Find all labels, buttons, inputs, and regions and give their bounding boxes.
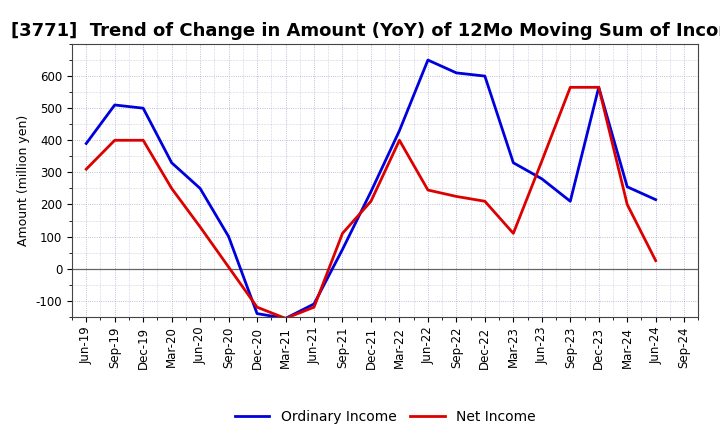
Net Income	[225, 264, 233, 270]
Ordinary Income	[395, 128, 404, 133]
Ordinary Income	[423, 57, 432, 62]
Ordinary Income	[82, 141, 91, 146]
Ordinary Income	[338, 247, 347, 252]
Ordinary Income	[167, 160, 176, 165]
Ordinary Income	[480, 73, 489, 79]
Ordinary Income	[139, 106, 148, 111]
Net Income	[566, 84, 575, 90]
Net Income	[537, 158, 546, 164]
Net Income	[139, 138, 148, 143]
Net Income	[652, 258, 660, 263]
Y-axis label: Amount (million yen): Amount (million yen)	[17, 115, 30, 246]
Ordinary Income	[110, 103, 119, 108]
Ordinary Income	[452, 70, 461, 76]
Ordinary Income	[310, 301, 318, 307]
Net Income	[282, 316, 290, 321]
Ordinary Income	[566, 198, 575, 204]
Ordinary Income	[623, 184, 631, 190]
Line: Ordinary Income: Ordinary Income	[86, 60, 656, 319]
Net Income	[423, 187, 432, 193]
Ordinary Income	[537, 176, 546, 181]
Ordinary Income	[225, 234, 233, 239]
Net Income	[338, 231, 347, 236]
Ordinary Income	[282, 316, 290, 321]
Ordinary Income	[196, 186, 204, 191]
Net Income	[480, 198, 489, 204]
Net Income	[110, 138, 119, 143]
Net Income	[395, 138, 404, 143]
Net Income	[253, 304, 261, 310]
Net Income	[167, 186, 176, 191]
Net Income	[366, 198, 375, 204]
Ordinary Income	[509, 160, 518, 165]
Legend: Ordinary Income, Net Income: Ordinary Income, Net Income	[229, 404, 541, 429]
Title: [3771]  Trend of Change in Amount (YoY) of 12Mo Moving Sum of Incomes: [3771] Trend of Change in Amount (YoY) o…	[11, 22, 720, 40]
Net Income	[310, 304, 318, 310]
Ordinary Income	[366, 189, 375, 194]
Net Income	[452, 194, 461, 199]
Net Income	[623, 202, 631, 207]
Net Income	[196, 224, 204, 230]
Ordinary Income	[595, 84, 603, 90]
Ordinary Income	[253, 311, 261, 316]
Line: Net Income: Net Income	[86, 87, 656, 319]
Ordinary Income	[652, 197, 660, 202]
Net Income	[595, 84, 603, 90]
Net Income	[509, 231, 518, 236]
Net Income	[82, 166, 91, 172]
